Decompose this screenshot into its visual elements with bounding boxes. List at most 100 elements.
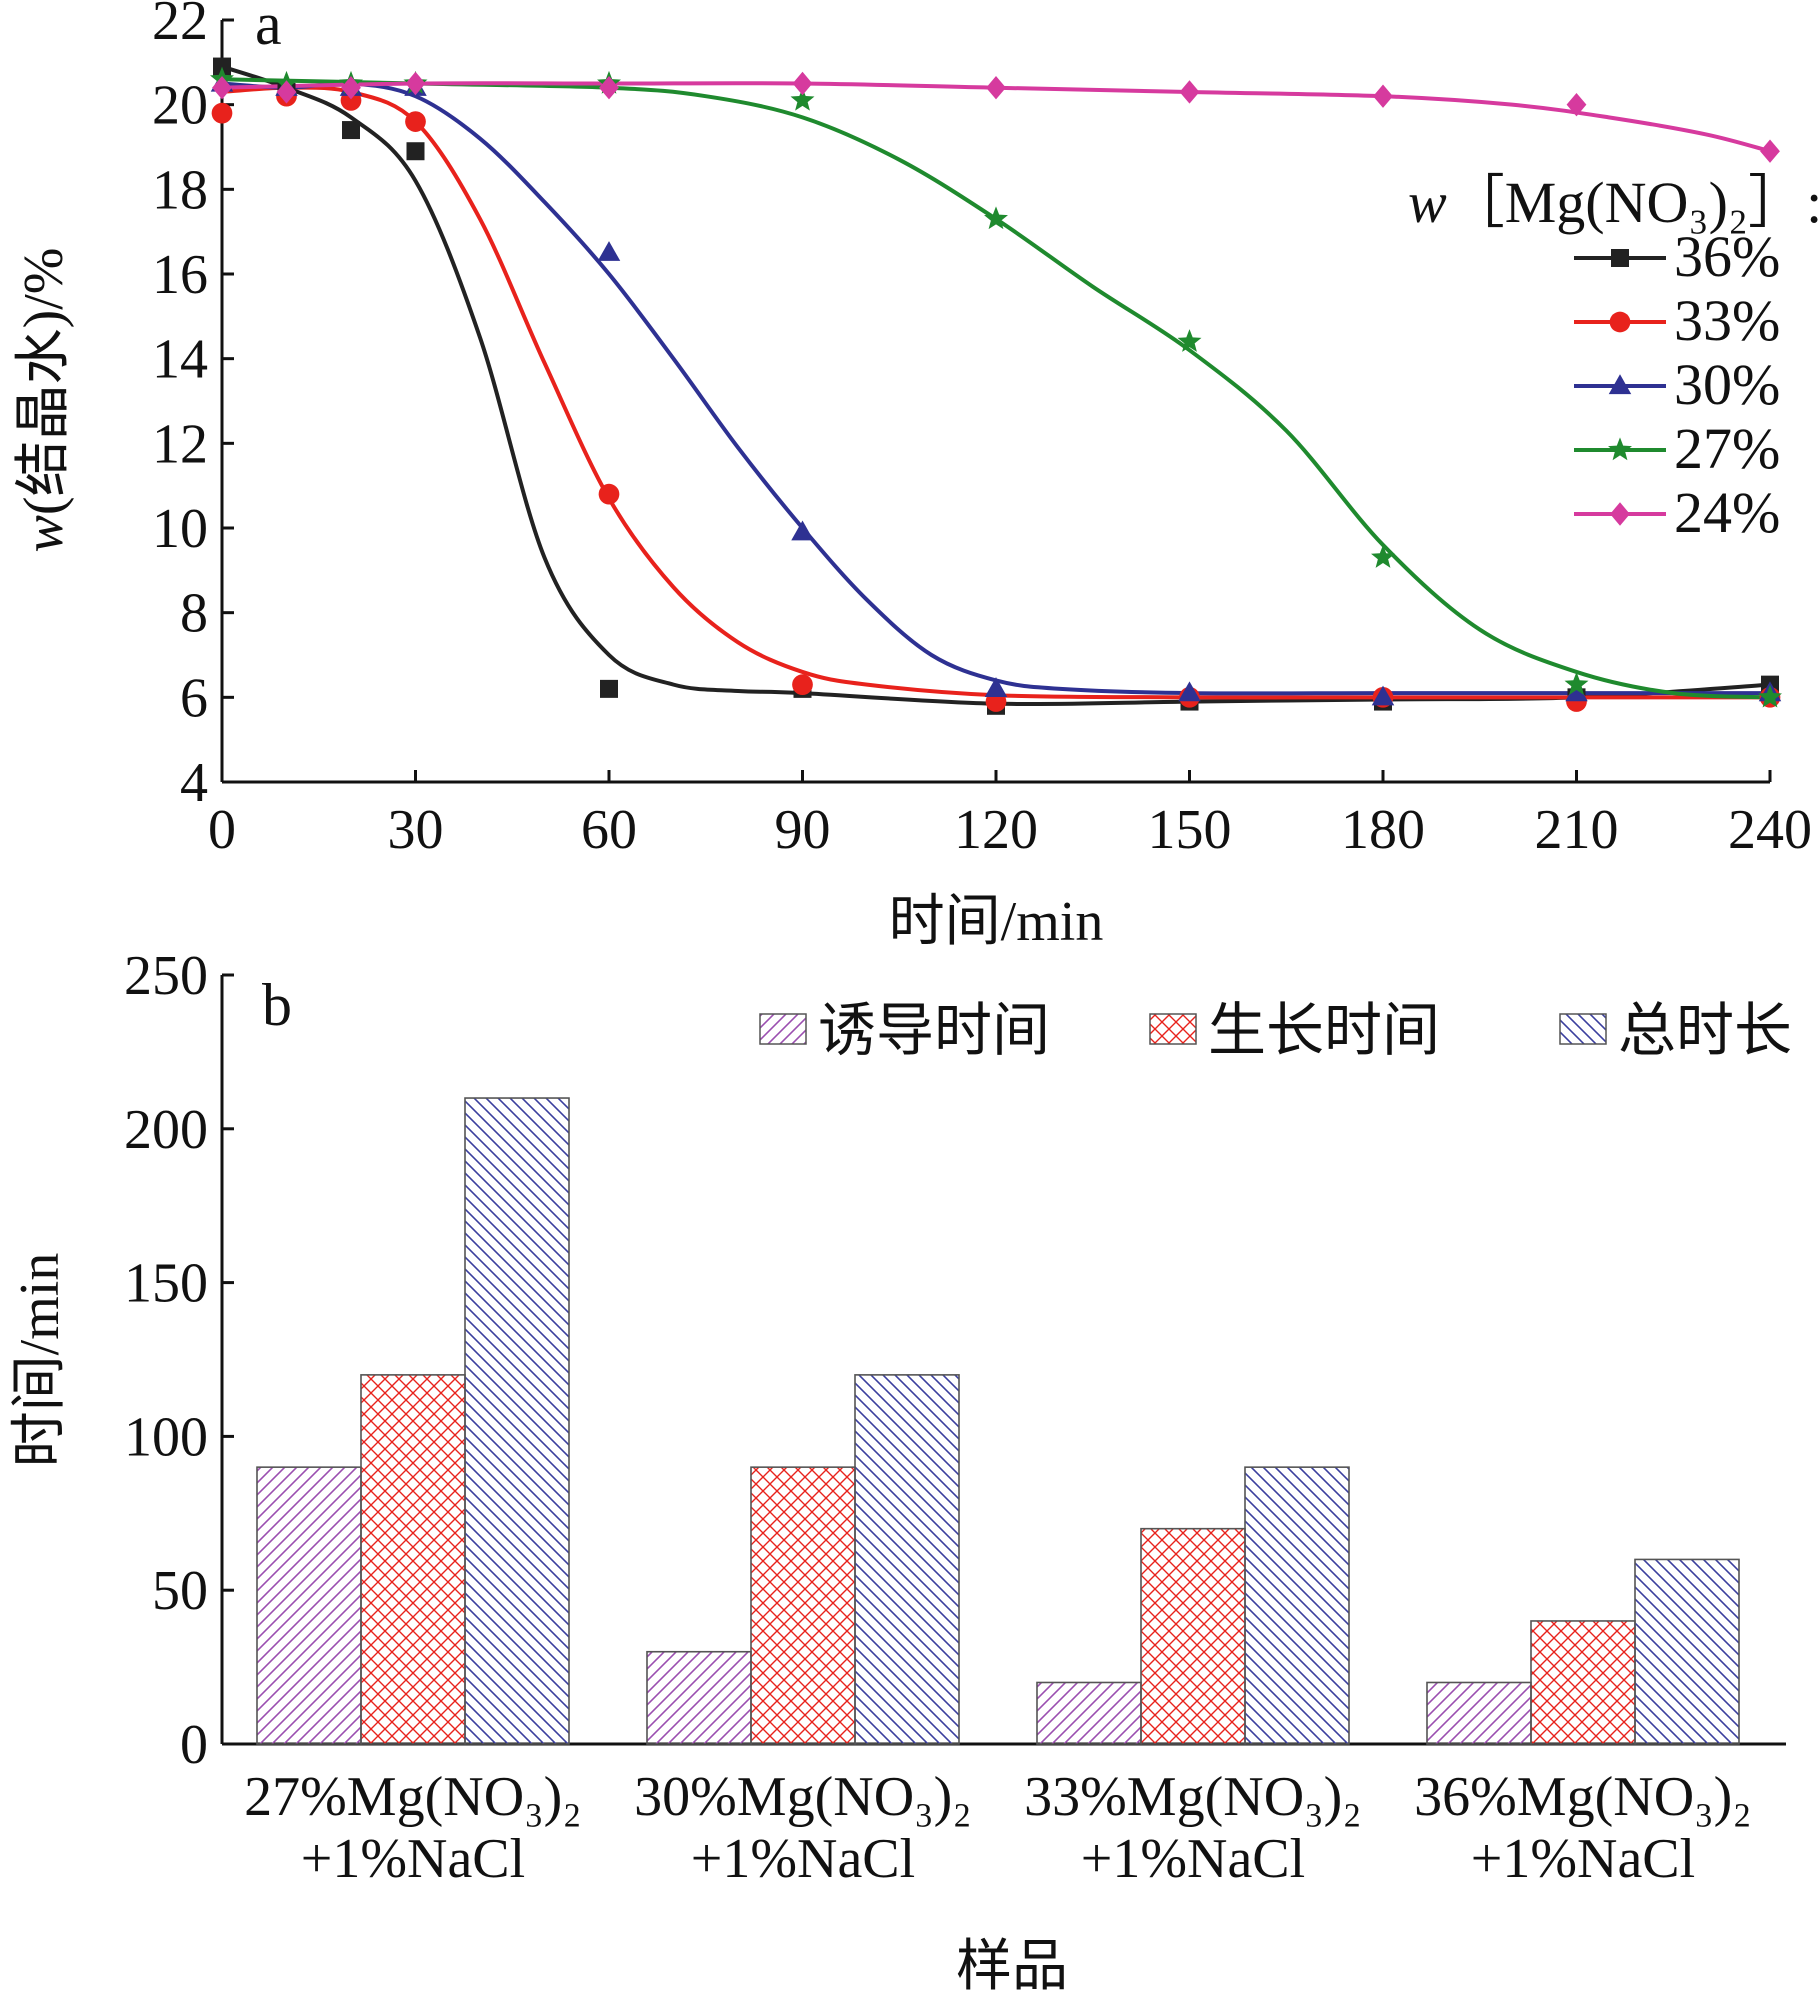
data-point-24pct	[1179, 80, 1200, 104]
x-ticks-a: 0 30 60 90 120 150 180 210 240	[208, 770, 1812, 861]
bar-1-1	[750, 1466, 856, 1745]
category-label-b: +1%NaCl	[691, 1828, 915, 1890]
category-label-b: 27%Mg(NO₃)₂	[244, 1766, 582, 1828]
legend-b-entry: 总时长	[1618, 998, 1792, 1063]
y-tick-label-a: 4	[180, 752, 208, 814]
y-tick-label-a: 16	[152, 244, 208, 306]
y-ticks-a: 4 6 8 10 12 14 16 18 20 22	[152, 0, 234, 814]
x-tick-label-a: 120	[954, 799, 1038, 861]
y-tick-label-b: 200	[124, 1099, 208, 1161]
category-label-b: +1%NaCl	[1471, 1828, 1695, 1890]
data-point-30pct	[1371, 685, 1395, 706]
legend-a-entry: 24%	[1674, 480, 1780, 545]
legend-a-entry: 33%	[1674, 288, 1780, 353]
bar-0-2	[1036, 1681, 1142, 1745]
bar-1-3	[1530, 1620, 1636, 1745]
data-point-24pct	[792, 71, 813, 96]
bar-0-3	[1426, 1681, 1532, 1745]
data-point-27pct	[984, 206, 1008, 230]
bar-2-3	[1634, 1558, 1740, 1745]
y-axis-label-a-text: (结晶水)/%	[13, 248, 75, 516]
series-markers-a	[210, 57, 1782, 715]
x-tick-label-a: 0	[208, 799, 236, 861]
y-tick-label-a: 6	[180, 667, 208, 729]
legend-a-title: w［Mg(NO₃)₂］:	[1408, 170, 1819, 235]
data-point-33pct	[598, 483, 620, 505]
data-point-30pct	[1178, 681, 1201, 702]
data-point-24pct	[599, 76, 619, 100]
bar-2-2	[1244, 1466, 1350, 1745]
y-axis-label-a: w(结晶水)/%	[13, 248, 75, 553]
x-tick-label-a: 60	[581, 799, 637, 861]
panel-a-label: a	[255, 0, 282, 57]
bar-0-1	[646, 1650, 752, 1745]
x-axis-label-a: 时间/min	[889, 891, 1104, 953]
y-tick-label-b: 150	[124, 1253, 208, 1315]
legend-a-title-var: w	[1408, 170, 1447, 235]
y-tick-label-b: 100	[124, 1406, 208, 1468]
x-tick-label-a: 90	[775, 799, 831, 861]
x-tick-label-a: 180	[1341, 799, 1425, 861]
bar-1-2	[1140, 1527, 1246, 1745]
y-ticks-b: 0 50 100 150 200 250	[124, 945, 234, 1776]
data-point-27pct	[1564, 672, 1589, 695]
legend-a-marker	[1610, 502, 1630, 526]
line-chart-panel-a: a 0 30 60 90 120 150 180 210 240 4 6 8 10 12 14 16 18 20…	[13, 0, 1819, 953]
data-point-36pct	[342, 121, 360, 140]
y-tick-label-a: 10	[152, 498, 208, 560]
data-point-27pct	[1371, 545, 1395, 568]
data-point-24pct	[405, 71, 426, 96]
legend-a-marker	[1611, 249, 1629, 267]
data-point-24pct	[1566, 92, 1587, 117]
category-label-b: +1%NaCl	[1081, 1828, 1305, 1890]
category-label-b: 36%Mg(NO₃)₂	[1414, 1766, 1752, 1828]
data-point-27pct	[790, 87, 815, 111]
bar-1-0	[360, 1374, 466, 1745]
data-point-30pct	[1565, 681, 1588, 702]
y-tick-label-a: 18	[152, 159, 208, 221]
y-tick-label-b: 0	[180, 1714, 208, 1776]
legend-b-entry: 生长时间	[1208, 998, 1440, 1063]
legend-a-title-text: ［Mg(NO₃)₂］:	[1447, 170, 1819, 235]
y-axis-label-b: 时间/min	[9, 1253, 71, 1468]
y-tick-label-b: 250	[124, 945, 208, 1007]
y-tick-label-a: 12	[152, 413, 208, 475]
category-label-b: 33%Mg(NO₃)₂	[1024, 1766, 1362, 1828]
legend-b-swatch	[1559, 1013, 1607, 1045]
category-labels-b: 27%Mg(NO₃)₂+1%NaCl30%Mg(NO₃)₂+1%NaCl33%M…	[244, 1766, 1752, 1890]
legend-a-entry: 36%	[1674, 224, 1780, 289]
series-line-36pct	[221, 64, 1771, 707]
data-point-36pct	[600, 679, 618, 698]
bars-b	[256, 1097, 1740, 1745]
legend-a-entry: 27%	[1674, 416, 1780, 481]
legend-a-marker	[1608, 374, 1632, 395]
data-point-30pct	[984, 677, 1008, 697]
legend-a-marker	[1609, 311, 1631, 333]
data-point-33pct	[792, 674, 813, 695]
y-axis-label-a-var: w	[13, 515, 75, 552]
series-line-24pct	[221, 81, 1771, 154]
legend-b-entry: 诱导时间	[818, 998, 1050, 1063]
legend-a: w［Mg(NO₃)₂］: 36%33%30%27%24%	[1408, 170, 1819, 545]
data-point-30pct	[597, 241, 621, 261]
data-point-27pct	[1758, 684, 1782, 708]
category-label-b: 30%Mg(NO₃)₂	[634, 1766, 972, 1828]
y-tick-label-a: 8	[180, 583, 208, 645]
data-point-24pct	[986, 76, 1006, 100]
x-tick-label-a: 150	[1148, 799, 1232, 861]
bar-2-1	[854, 1374, 960, 1745]
data-point-30pct	[791, 520, 814, 541]
y-tick-label-a: 22	[152, 0, 208, 52]
x-tick-label-a: 240	[1728, 799, 1812, 861]
x-tick-label-a: 210	[1535, 799, 1619, 861]
y-tick-label-a: 14	[152, 329, 208, 391]
legend-b: 诱导时间 生长时间 总时长	[759, 998, 1792, 1063]
y-tick-label-b: 50	[152, 1560, 208, 1622]
panel-b-label: b	[262, 972, 292, 1038]
data-point-24pct	[212, 76, 232, 100]
x-axis-label-b: 样品	[956, 1936, 1068, 1998]
legend-a-entry: 30%	[1674, 352, 1780, 417]
bar-0-0	[256, 1466, 362, 1745]
